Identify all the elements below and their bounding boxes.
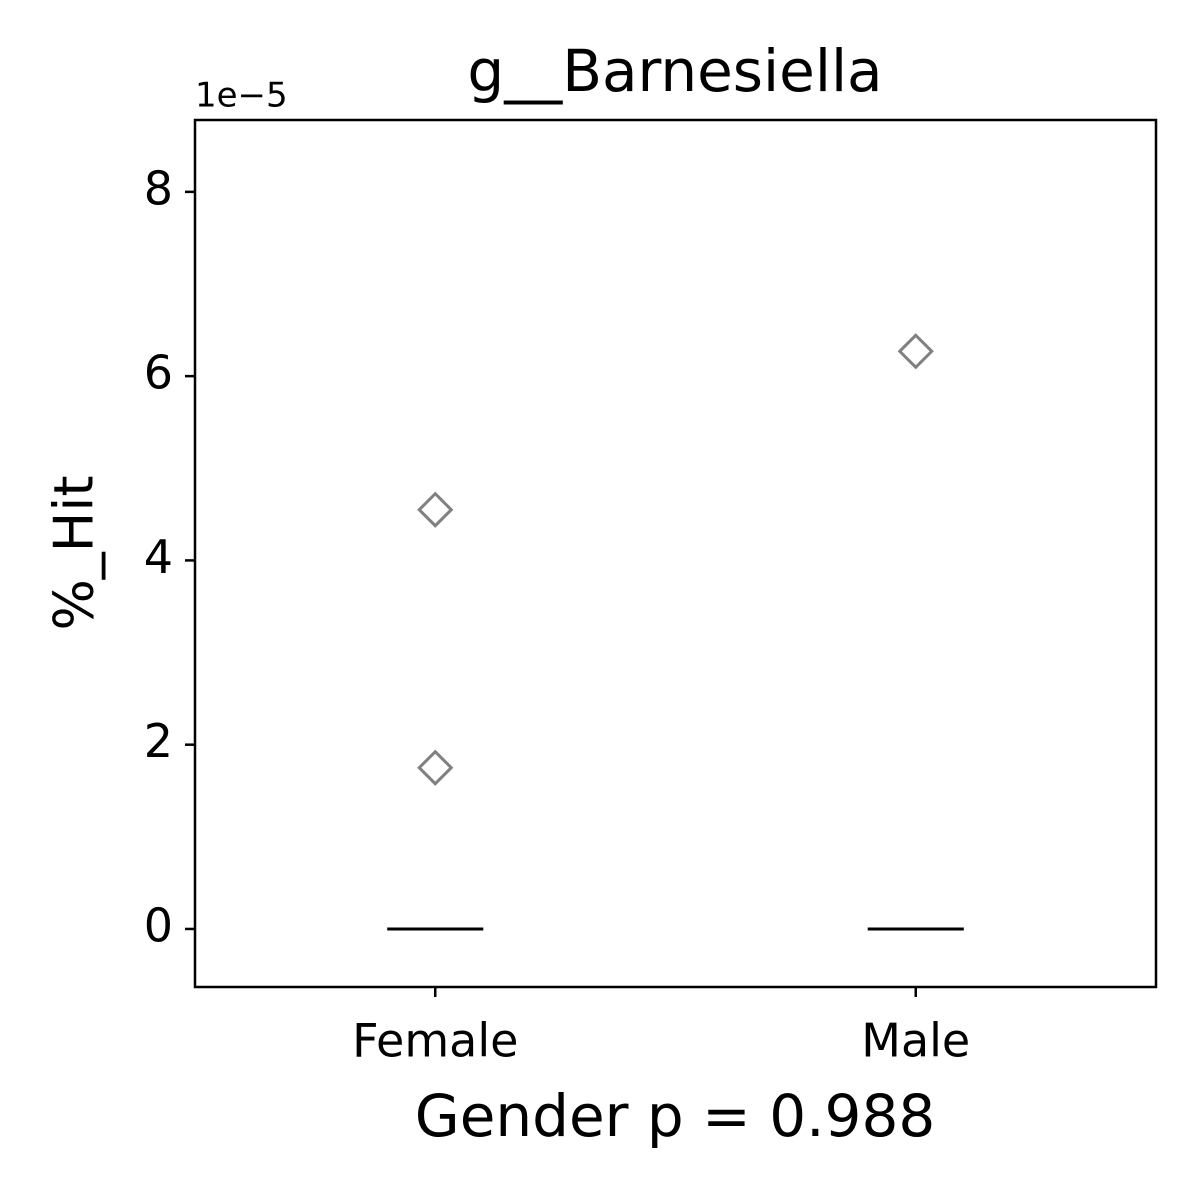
y-axis-label: %_Hit (43, 475, 106, 630)
y-tick-label: 4 (144, 530, 173, 584)
chart-title: g__Barnesiella (467, 37, 882, 105)
y-tick-label: 2 (144, 714, 173, 768)
x-tick-label: Male (861, 1014, 970, 1068)
x-axis-label: Gender p = 0.988 (415, 1082, 936, 1150)
outlier (897, 333, 934, 370)
x-tick-label: Female (352, 1014, 518, 1068)
y-tick-label: 8 (144, 161, 173, 215)
y-tick-label: 6 (144, 346, 173, 400)
plot-frame (193, 118, 1158, 989)
y-offset-label: 1e−5 (195, 76, 288, 116)
outlier (417, 491, 454, 528)
outlier (417, 749, 454, 786)
y-tick-label: 0 (144, 898, 173, 952)
